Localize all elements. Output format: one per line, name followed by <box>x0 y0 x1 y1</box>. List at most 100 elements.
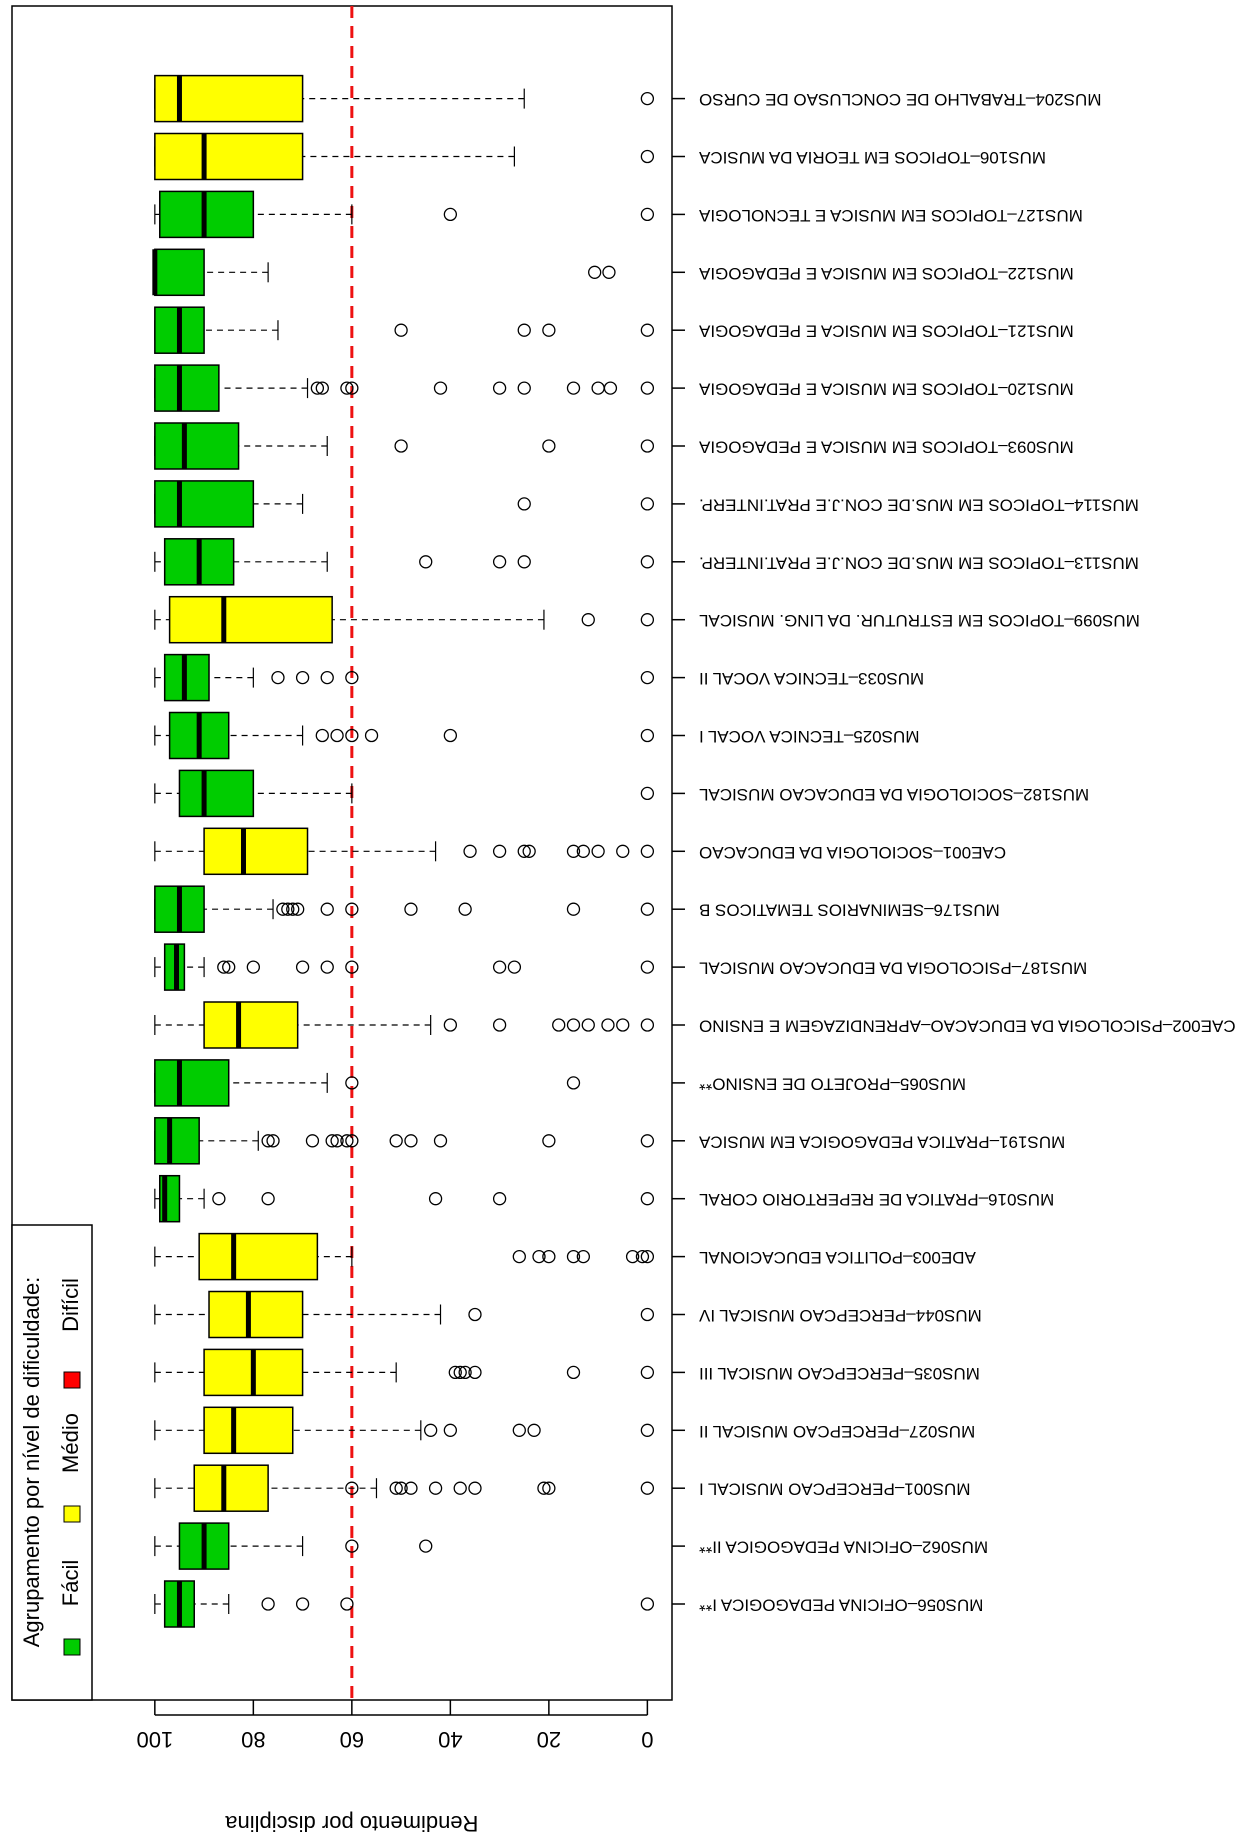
box <box>154 248 205 297</box>
outlier <box>310 381 325 395</box>
axis-title: Rendimento por disciplina <box>225 1811 479 1836</box>
legend-swatch <box>63 1505 81 1523</box>
category-label: CAE002–PSICOLOGIA DA EDUCACAO–APRENDIZAG… <box>699 1017 1236 1036</box>
outlier <box>345 1076 359 1090</box>
category-label: MUS122–TOPICOS EM MUSICA E PEDAGOGIA <box>698 264 1073 283</box>
outlier <box>640 728 655 743</box>
outlier <box>640 497 655 511</box>
outlier <box>404 902 418 916</box>
outlier <box>566 381 581 395</box>
category-label: MUS027–PERCEPCAO MUSICAL II <box>699 1422 975 1441</box>
legend-title: Agrupamento por nível de dificuldade: <box>19 1277 44 1648</box>
box <box>154 364 220 412</box>
outlier <box>542 323 556 337</box>
x-tick-label: 80 <box>241 1727 265 1752</box>
outlier <box>591 381 605 395</box>
outlier <box>443 1018 458 1032</box>
category-label: MUS016–PRATICA DE REPERTORIO CORAL <box>699 1190 1054 1209</box>
category-label: MUS001–PERCEPCAO MUSICAL I <box>699 1480 970 1499</box>
category-label: MUS062–OFICINA PEDAGOGICA II** <box>699 1538 988 1557</box>
outlier <box>517 323 531 337</box>
outlier <box>640 1481 655 1495</box>
outlier <box>458 1365 472 1380</box>
category-label: CAE001–SOCIOLOGIA DA EDUCACAO <box>699 843 1006 862</box>
outlier <box>419 1539 433 1553</box>
category-label: MUS120–TOPICOS EM MUSICA E PEDAGOGIA <box>698 380 1073 399</box>
outlier <box>542 1249 556 1264</box>
outlier <box>492 1018 507 1032</box>
outlier <box>532 1249 546 1264</box>
outlier <box>640 555 655 569</box>
outlier <box>291 902 305 916</box>
outlier <box>295 960 310 974</box>
outlier <box>320 960 334 974</box>
outlier <box>588 265 602 279</box>
outlier <box>492 1192 507 1206</box>
outlier <box>428 1481 443 1495</box>
outlier <box>517 844 531 858</box>
box <box>203 827 309 876</box>
outlier <box>364 728 379 743</box>
outlier <box>468 1365 482 1380</box>
outlier <box>428 1192 443 1206</box>
category-label: ADE003–POLITICA EDUCACIONAL <box>699 1248 976 1267</box>
legend-swatch <box>63 1371 81 1389</box>
legend-label: Fácil <box>58 1560 83 1606</box>
outlier <box>640 1423 655 1437</box>
category-label: MUS121–TOPICOS EM MUSICA E PEDAGOGIA <box>698 322 1073 341</box>
box <box>154 1059 230 1107</box>
box <box>168 595 333 644</box>
box <box>198 1232 319 1281</box>
category-label: MUS106–TOPICOS EM TEORIA DA MUSICA <box>698 148 1046 167</box>
outlier <box>325 1134 339 1148</box>
outlier <box>246 960 260 974</box>
x-tick-label: 40 <box>438 1727 462 1752</box>
box <box>203 1406 294 1455</box>
category-label: MUS182–SOCIOLOGIA DA EDUCACAO MUSICAL <box>699 785 1089 804</box>
outlier <box>345 381 359 395</box>
outlier <box>404 1134 418 1148</box>
box <box>154 132 304 181</box>
outlier <box>640 613 655 627</box>
outlier <box>542 1134 556 1148</box>
outlier <box>566 844 581 858</box>
outlier <box>616 1018 630 1032</box>
outlier <box>453 1365 467 1380</box>
outlier <box>261 1597 275 1611</box>
outlier <box>640 844 655 858</box>
outlier <box>286 902 300 916</box>
outlier <box>512 1249 526 1264</box>
outlier <box>345 1481 359 1495</box>
outlier <box>517 555 531 569</box>
outlier <box>345 1539 359 1553</box>
box <box>154 480 255 528</box>
outlier <box>305 1134 320 1148</box>
outlier <box>394 439 408 453</box>
box <box>203 1001 299 1049</box>
outlier <box>443 728 458 743</box>
outlier <box>640 1597 655 1611</box>
outlier <box>394 1481 408 1495</box>
outlier <box>458 902 472 916</box>
outlier <box>217 960 231 974</box>
category-label: MUS044–PERCEPCAO MUSICAL IV <box>698 1306 981 1325</box>
box <box>154 422 240 470</box>
outlier <box>468 1307 482 1322</box>
outlier <box>320 902 334 916</box>
category-label: MUS176–SEMINARIOS TEMATICOS B <box>699 901 1000 920</box>
outlier <box>640 1018 655 1032</box>
outlier <box>576 844 590 858</box>
outlier <box>345 1134 359 1148</box>
category-label: MUS114–TOPICOS EM MUS.DE CON.J.E PRAT.IN… <box>699 495 1139 514</box>
box <box>193 1464 269 1512</box>
outlier <box>640 1192 655 1206</box>
outlier <box>320 670 334 685</box>
x-tick-label: 20 <box>537 1727 561 1752</box>
outlier <box>492 381 507 395</box>
outlier <box>443 1423 458 1437</box>
outlier <box>640 902 655 916</box>
category-label: MUS065–PROJETO DE ENSINO** <box>699 1074 966 1093</box>
outlier <box>295 670 310 685</box>
outlier <box>389 1481 403 1495</box>
